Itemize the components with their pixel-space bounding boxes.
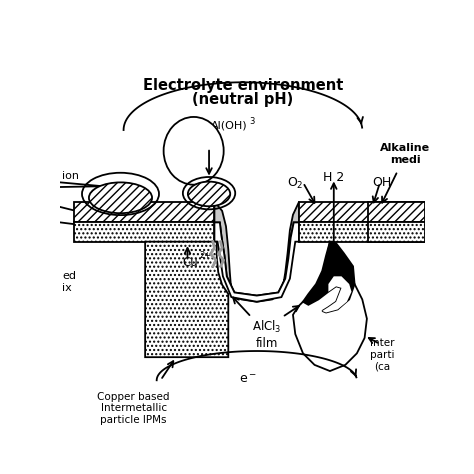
Ellipse shape [188, 182, 230, 206]
Polygon shape [214, 222, 299, 302]
Text: ed
ix: ed ix [62, 271, 76, 292]
Text: 3: 3 [249, 117, 255, 126]
Text: AlCl$_3$
film: AlCl$_3$ film [252, 319, 282, 350]
Bar [74, 222, 214, 242]
Polygon shape [293, 242, 367, 371]
Text: Cu: Cu [182, 255, 198, 269]
Polygon shape [322, 276, 352, 312]
Bar [299, 222, 425, 242]
Text: OH: OH [373, 176, 392, 189]
Text: Electrolyte environment: Electrolyte environment [143, 78, 343, 93]
Text: inter
parti
(ca: inter parti (ca [370, 338, 394, 371]
Text: Al(OH): Al(OH) [210, 120, 247, 130]
Ellipse shape [164, 117, 224, 185]
Ellipse shape [89, 182, 152, 213]
Text: ion: ion [62, 171, 79, 181]
Bar [74, 201, 214, 222]
Bar [368, 222, 425, 242]
Bar [299, 201, 425, 222]
Polygon shape [145, 242, 228, 357]
Text: e$^-$: e$^-$ [238, 373, 256, 385]
Polygon shape [303, 242, 355, 312]
Text: Copper based
Intermetallic
particle IPMs: Copper based Intermetallic particle IPMs [97, 392, 170, 425]
Text: O$_2$: O$_2$ [287, 176, 303, 191]
Bar [368, 201, 425, 222]
Text: Cl$^-$: Cl$^-$ [201, 136, 223, 150]
Text: (neutral pH): (neutral pH) [192, 92, 293, 107]
Polygon shape [214, 201, 299, 302]
Text: 2+: 2+ [200, 251, 212, 260]
Text: H 2: H 2 [323, 171, 345, 184]
Text: Alkaline
medi: Alkaline medi [380, 143, 430, 165]
